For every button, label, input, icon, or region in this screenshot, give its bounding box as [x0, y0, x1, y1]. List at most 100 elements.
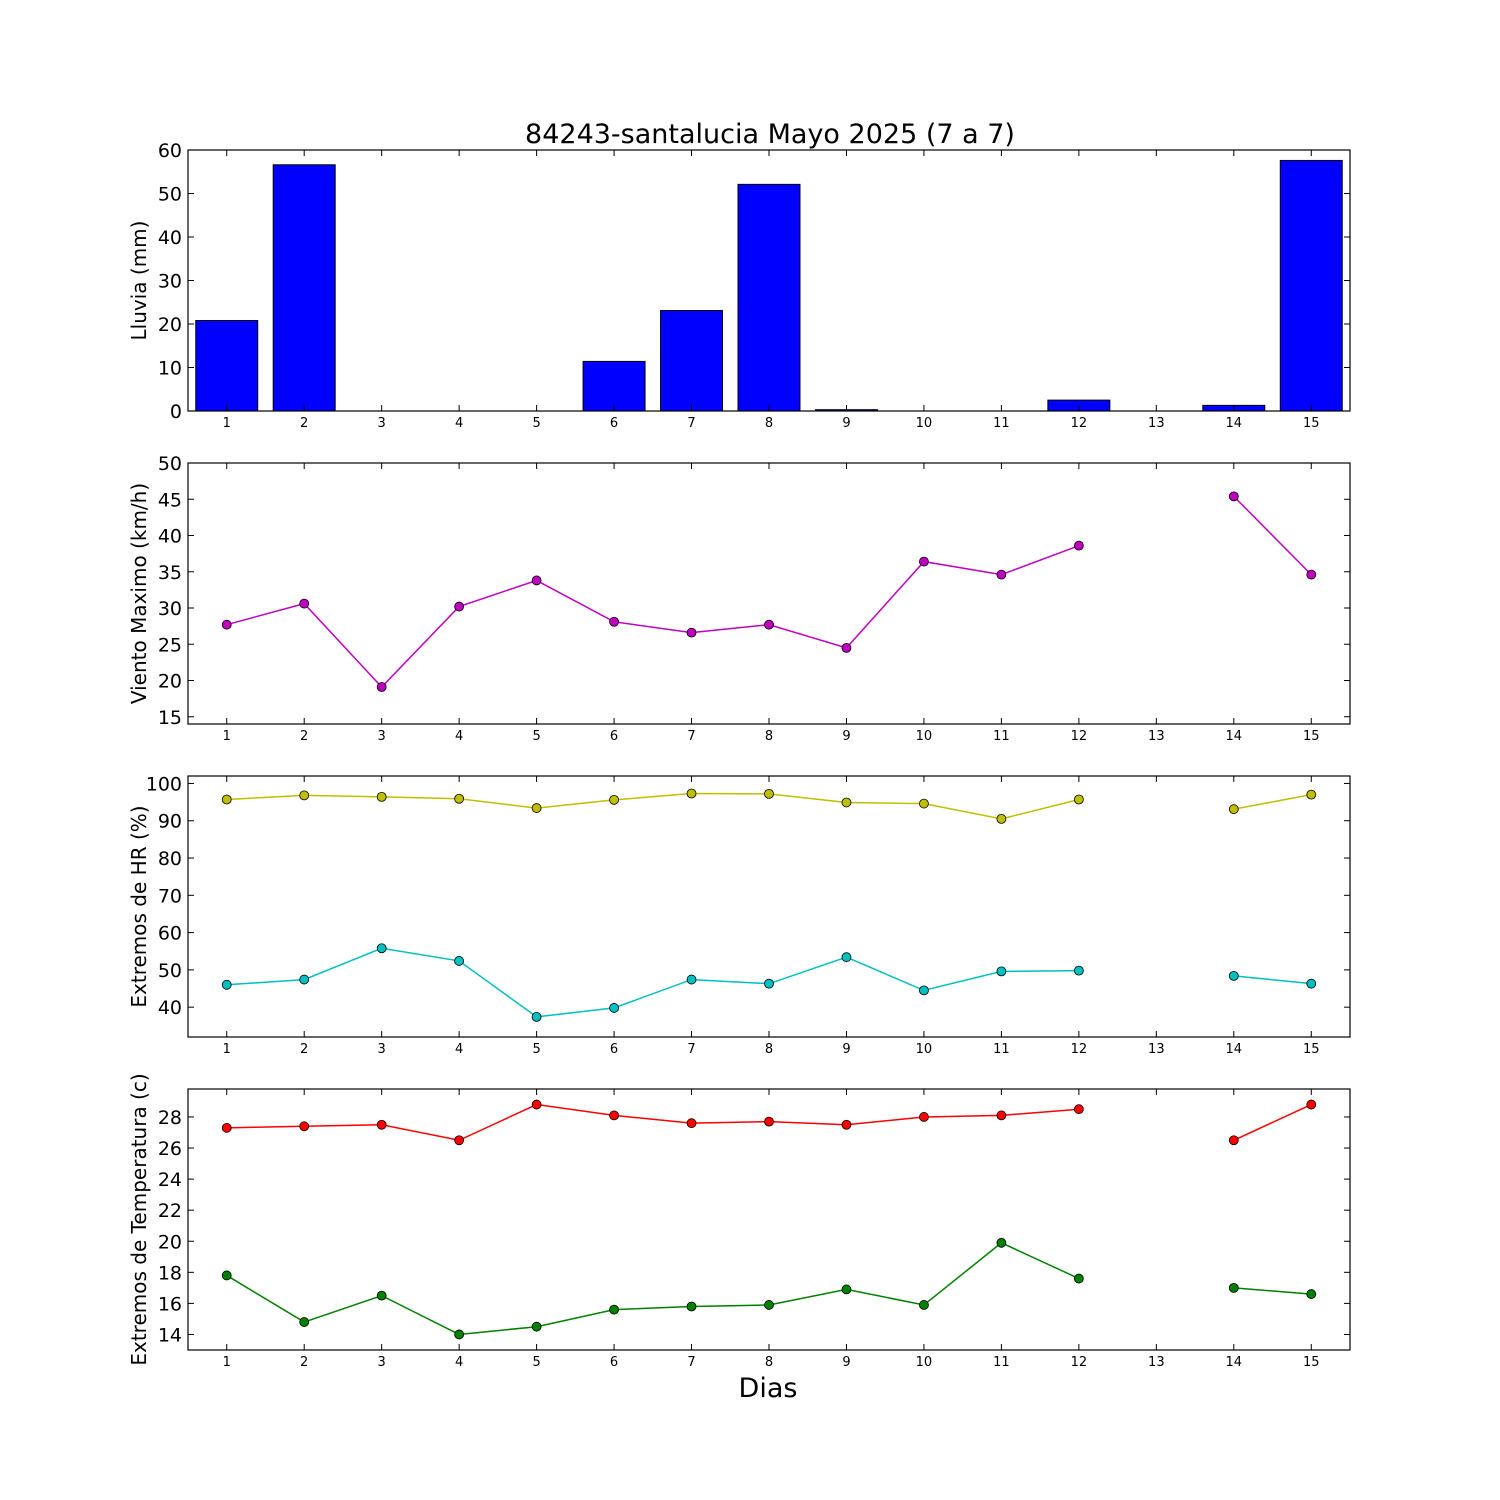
x-tick-label: 4: [455, 1042, 463, 1057]
data-point: [376, 1119, 387, 1130]
data-point: [1073, 1273, 1084, 1284]
panel-4: 1 2 3 4 5 6 7 8 9 10 11 12 13 14 151416182022242628Ext…: [127, 1073, 1351, 1370]
x-tick-label: 14: [1226, 729, 1243, 744]
x-tick-label: 6: [610, 1355, 618, 1370]
data-point: [841, 797, 852, 808]
data-point: [609, 616, 619, 627]
y-axis-label: Extremos de Temperatura (c): [127, 1073, 151, 1365]
data-point: [299, 790, 310, 801]
data-point: [609, 1110, 619, 1121]
x-tick-label: 10: [916, 1355, 933, 1370]
y-tick-label: 40: [158, 526, 182, 548]
x-tick-label: 6: [610, 1042, 618, 1057]
x-tick-label: 10: [916, 416, 933, 431]
x-tick-label: 11: [993, 1042, 1010, 1057]
data-point: [1073, 1104, 1084, 1115]
x-tick-label: 1: [223, 416, 231, 431]
y-tick-label: 50: [158, 453, 182, 475]
data-point: [686, 1301, 697, 1312]
series-line-1: [1233, 1103, 1312, 1141]
x-tick-label: 5: [532, 1042, 540, 1057]
data-point: [1073, 965, 1084, 976]
x-tick-label: 15: [1303, 1355, 1320, 1370]
bar: [195, 320, 259, 412]
data-point: [531, 1321, 542, 1332]
data-point: [841, 1119, 852, 1130]
panel-2: 1 2 3 4 5 6 7 8 9 10 11 12 13 14 151520253035404550Vie…: [127, 453, 1351, 744]
series-line-2: [1233, 975, 1312, 985]
data-point: [609, 1304, 619, 1315]
data-point: [1306, 1289, 1317, 1299]
y-tick-label: 80: [158, 848, 182, 870]
panel-3: 1 2 3 4 5 6 7 8 9 10 11 12 13 14 15405060708090100Extr…: [127, 773, 1351, 1057]
bar: [1279, 159, 1343, 412]
x-tick-label: 12: [1071, 1042, 1088, 1057]
y-tick-label: 60: [158, 923, 182, 945]
x-tick-label: 10: [916, 729, 933, 744]
y-tick-label: 50: [158, 184, 182, 206]
series-line-1: [226, 1103, 1079, 1142]
y-tick-label: 90: [158, 811, 182, 833]
x-tick-label: 1: [223, 1042, 231, 1057]
x-tick-label: 1: [223, 1355, 231, 1370]
x-tick-label: 12: [1071, 1355, 1088, 1370]
bar: [582, 360, 646, 412]
y-tick-label: 35: [158, 562, 182, 584]
data-point: [764, 1300, 774, 1310]
data-point: [1228, 1282, 1239, 1293]
x-tick-label: 9: [842, 416, 850, 431]
data-point: [299, 1317, 310, 1327]
data-point: [454, 1135, 465, 1146]
x-tick-label: 2: [300, 729, 308, 744]
data-point: [531, 575, 542, 586]
data-point: [376, 682, 387, 692]
x-tick-label: 2: [300, 416, 308, 431]
data-point: [996, 569, 1007, 580]
y-tick-label: 26: [158, 1138, 182, 1160]
x-axis-label: Dias: [739, 1373, 798, 1404]
y-axis-label: Viento Maximo (km/h): [127, 483, 151, 704]
x-tick-label: 14: [1226, 416, 1243, 431]
data-point: [299, 1121, 310, 1132]
bar: [737, 183, 801, 412]
data-point: [609, 1003, 619, 1013]
y-tick-label: 30: [158, 598, 182, 620]
y-tick-label: 60: [158, 140, 182, 162]
y-tick-label: 40: [158, 227, 182, 249]
x-tick-label: 8: [765, 1355, 773, 1370]
x-tick-label: 15: [1303, 729, 1320, 744]
y-tick-label: 100: [146, 773, 182, 795]
data-point: [1306, 789, 1317, 800]
x-tick-label: 15: [1303, 416, 1320, 431]
x-tick-label: 11: [993, 416, 1010, 431]
data-point: [996, 966, 1007, 977]
data-point: [531, 1099, 542, 1110]
y-tick-label: 14: [158, 1324, 182, 1346]
x-tick-label: 8: [765, 729, 773, 744]
x-tick-label: 14: [1226, 1042, 1243, 1057]
y-tick-label: 20: [158, 1231, 182, 1253]
data-point: [996, 1110, 1007, 1121]
x-tick-label: 13: [1148, 1042, 1165, 1057]
x-tick-label: 4: [455, 416, 463, 431]
x-tick-label: 14: [1226, 1355, 1243, 1370]
data-point: [764, 789, 774, 799]
series-line-1: [1233, 495, 1312, 576]
x-tick-label: 3: [378, 1042, 386, 1057]
series-line-2: [226, 1241, 1080, 1336]
x-tick-label: 4: [455, 1355, 463, 1370]
series-line-2: [226, 947, 1079, 1018]
data-point: [764, 1116, 774, 1127]
data-point: [919, 1300, 929, 1310]
y-axis-label: Extremos de HR (%): [127, 805, 151, 1007]
data-point: [764, 619, 774, 630]
y-tick-label: 15: [158, 707, 182, 729]
bar: [272, 164, 336, 412]
y-tick-label: 30: [158, 271, 182, 293]
x-tick-label: 9: [842, 1355, 850, 1370]
data-point: [376, 791, 387, 802]
x-tick-label: 3: [378, 1355, 386, 1370]
data-point: [454, 1329, 465, 1340]
x-tick-label: 13: [1148, 729, 1165, 744]
x-tick-label: 13: [1148, 416, 1165, 431]
